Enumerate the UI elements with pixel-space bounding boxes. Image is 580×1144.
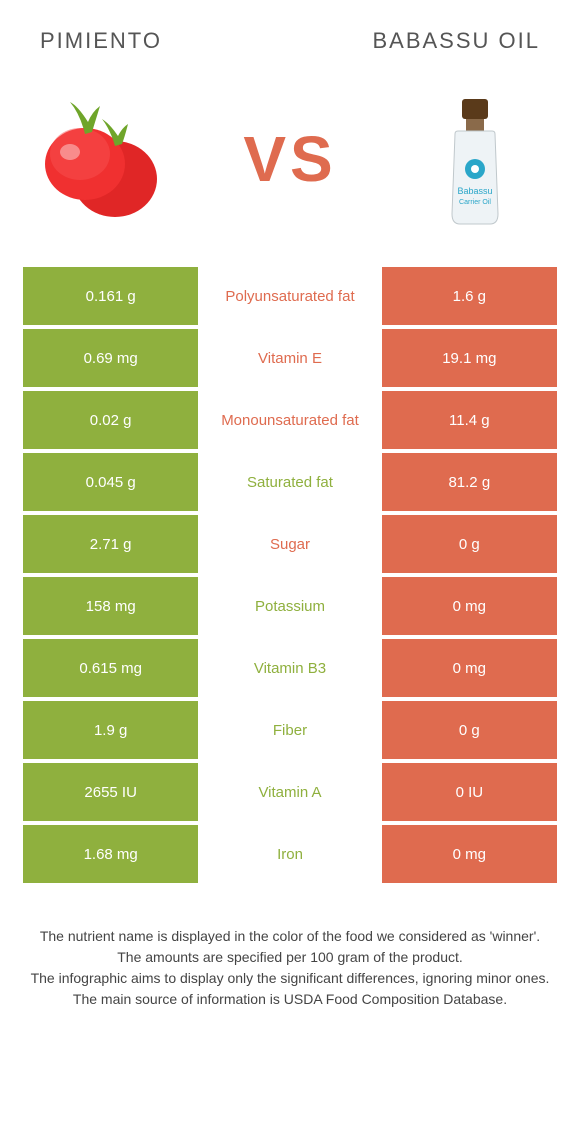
left-value: 0.02 g <box>21 389 200 451</box>
table-row: 0.161 gPolyunsaturated fat1.6 g <box>21 265 559 327</box>
footnote-line: The amounts are specified per 100 gram o… <box>30 947 550 968</box>
right-value: 0 mg <box>380 823 559 885</box>
left-value: 0.045 g <box>21 451 200 513</box>
nutrient-label: Vitamin A <box>200 761 379 823</box>
nutrient-label: Vitamin E <box>200 327 379 389</box>
comparison-table: 0.161 gPolyunsaturated fat1.6 g0.69 mgVi… <box>20 264 560 886</box>
nutrient-label: Polyunsaturated fat <box>200 265 379 327</box>
right-value: 11.4 g <box>380 389 559 451</box>
footnote-line: The nutrient name is displayed in the co… <box>30 926 550 947</box>
bottle-label-line2: Carrier Oil <box>459 199 491 206</box>
nutrient-label: Saturated fat <box>200 451 379 513</box>
left-value: 2655 IU <box>21 761 200 823</box>
right-food-title: Babassu oil <box>372 28 540 54</box>
versus-row: VS Babassu Carrier Oil <box>0 74 580 264</box>
footnotes: The nutrient name is displayed in the co… <box>0 886 580 1030</box>
left-value: 1.9 g <box>21 699 200 761</box>
left-value: 0.615 mg <box>21 637 200 699</box>
right-value: 1.6 g <box>380 265 559 327</box>
table-row: 1.9 gFiber0 g <box>21 699 559 761</box>
left-food-title: Pimiento <box>40 28 162 54</box>
right-value: 19.1 mg <box>380 327 559 389</box>
left-value: 158 mg <box>21 575 200 637</box>
bottle-label-line1: Babassu <box>457 186 492 196</box>
footnote-line: The infographic aims to display only the… <box>30 968 550 989</box>
vs-label: VS <box>243 122 336 196</box>
table-row: 2.71 gSugar0 g <box>21 513 559 575</box>
nutrient-label: Monounsaturated fat <box>200 389 379 451</box>
right-value: 81.2 g <box>380 451 559 513</box>
table-row: 0.615 mgVitamin B30 mg <box>21 637 559 699</box>
left-value: 2.71 g <box>21 513 200 575</box>
right-food-image: Babassu Carrier Oil <box>400 84 550 234</box>
table-row: 1.68 mgIron0 mg <box>21 823 559 885</box>
left-food-image <box>30 84 180 234</box>
header: Pimiento Babassu oil <box>0 0 580 74</box>
nutrient-label: Sugar <box>200 513 379 575</box>
footnote-line: The main source of information is USDA F… <box>30 989 550 1010</box>
table-row: 0.69 mgVitamin E19.1 mg <box>21 327 559 389</box>
nutrient-label: Fiber <box>200 699 379 761</box>
table-row: 0.045 gSaturated fat81.2 g <box>21 451 559 513</box>
table-row: 2655 IUVitamin A0 IU <box>21 761 559 823</box>
table-row: 0.02 gMonounsaturated fat11.4 g <box>21 389 559 451</box>
right-value: 0 mg <box>380 637 559 699</box>
table-row: 158 mgPotassium0 mg <box>21 575 559 637</box>
nutrient-label: Vitamin B3 <box>200 637 379 699</box>
left-value: 1.68 mg <box>21 823 200 885</box>
nutrient-label: Iron <box>200 823 379 885</box>
nutrient-label: Potassium <box>200 575 379 637</box>
left-value: 0.161 g <box>21 265 200 327</box>
right-value: 0 mg <box>380 575 559 637</box>
right-value: 0 IU <box>380 761 559 823</box>
left-value: 0.69 mg <box>21 327 200 389</box>
right-value: 0 g <box>380 699 559 761</box>
right-value: 0 g <box>380 513 559 575</box>
